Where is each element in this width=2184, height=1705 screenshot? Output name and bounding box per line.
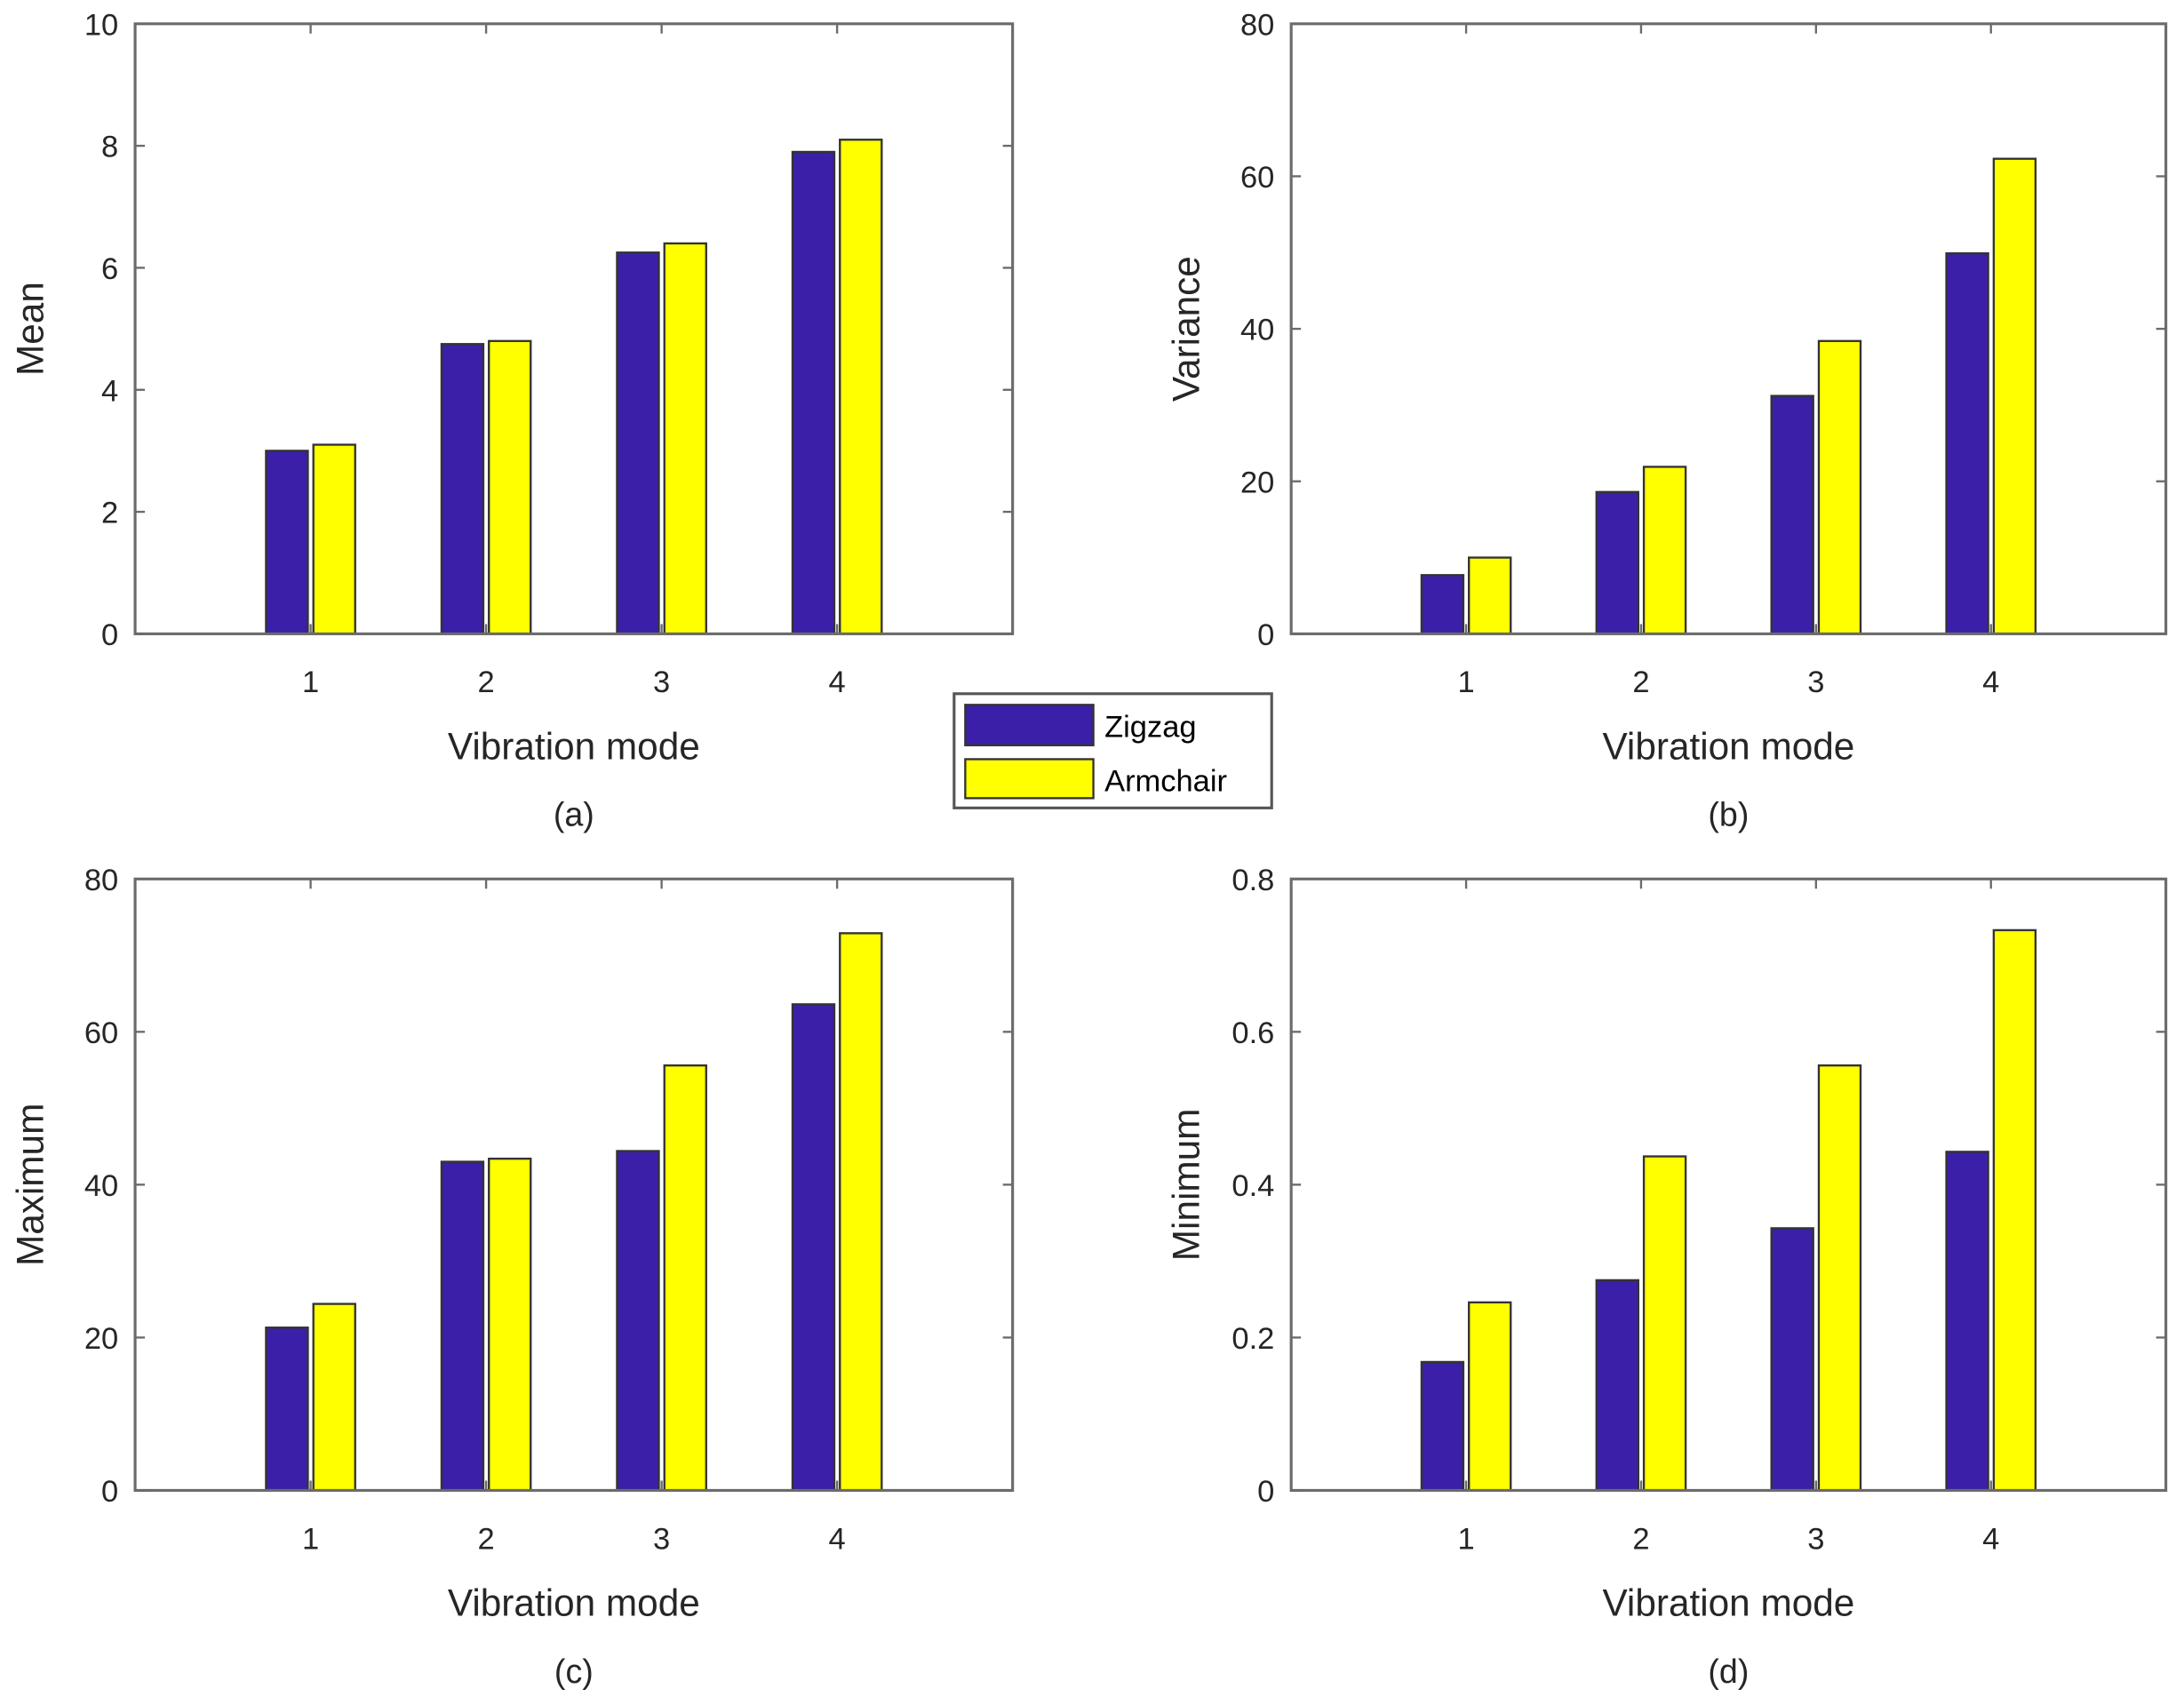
y-tick-label: 8 — [101, 131, 118, 164]
bar-armchair-mode-1 — [1468, 556, 1512, 635]
x-tick-label: 3 — [653, 1522, 670, 1556]
y-axis-label: Mean — [10, 282, 52, 376]
bar-armchair-mode-3 — [663, 1064, 707, 1492]
x-axis-label: Vibration mode — [1602, 725, 1854, 767]
y-axis-label: Variance — [1166, 256, 1208, 402]
y-tick-label: 0 — [1257, 618, 1274, 652]
y-tick-label: 0 — [101, 618, 118, 652]
panel-caption: (a) — [554, 796, 594, 833]
x-axis-label: Vibration mode — [448, 725, 700, 767]
y-tick-label: 0.8 — [1231, 864, 1274, 897]
bar-armchair-mode-1 — [312, 1303, 356, 1492]
y-tick-label: 10 — [84, 8, 118, 42]
bar-zigzag-mode-2 — [440, 1160, 485, 1492]
x-tick-label: 1 — [1457, 1522, 1474, 1556]
bar-zigzag-mode-3 — [616, 251, 660, 635]
bar-zigzag-mode-4 — [1945, 1151, 1989, 1492]
bar-zigzag-mode-3 — [1770, 394, 1814, 635]
y-tick-label: 6 — [101, 252, 118, 286]
bar-zigzag-mode-2 — [1595, 490, 1639, 635]
x-tick-label: 4 — [829, 1522, 846, 1556]
x-tick-label: 3 — [653, 665, 670, 699]
panel-caption: (c) — [554, 1653, 594, 1690]
legend: Zigzag Armchair — [953, 692, 1273, 809]
bar-zigzag-mode-4 — [791, 150, 836, 635]
legend-label-zigzag: Zigzag — [1104, 710, 1196, 744]
bar-armchair-mode-3 — [1817, 339, 1862, 635]
x-tick-label: 2 — [1632, 665, 1649, 699]
bar-zigzag-mode-1 — [1420, 574, 1465, 635]
y-tick-label: 60 — [84, 1016, 118, 1050]
y-tick-label: 80 — [84, 864, 118, 897]
bar-armchair-mode-2 — [488, 339, 532, 635]
x-tick-label: 3 — [1807, 1522, 1824, 1556]
x-tick-label: 4 — [1982, 665, 1999, 699]
y-tick-label: 80 — [1240, 8, 1274, 42]
y-tick-label: 0.2 — [1231, 1322, 1274, 1356]
x-tick-label: 4 — [829, 665, 846, 699]
x-tick-label: 3 — [1807, 665, 1824, 699]
y-tick-label: 4 — [101, 374, 118, 408]
bar-armchair-mode-2 — [1642, 466, 1687, 635]
x-tick-label: 4 — [1982, 1522, 1999, 1556]
bar-zigzag-mode-1 — [265, 1327, 309, 1492]
y-tick-label: 0.4 — [1231, 1169, 1274, 1203]
panel-caption: (d) — [1708, 1653, 1749, 1690]
panel-caption: (b) — [1708, 796, 1749, 833]
bar-armchair-mode-4 — [839, 139, 883, 635]
legend-swatch-zigzag — [964, 704, 1095, 746]
y-tick-label: 2 — [101, 497, 118, 530]
y-tick-label: 20 — [1240, 466, 1274, 499]
x-tick-label: 2 — [1632, 1522, 1649, 1556]
y-tick-label: 60 — [1240, 161, 1274, 195]
y-tick-label: 0 — [101, 1475, 118, 1509]
bar-zigzag-mode-2 — [440, 343, 485, 635]
x-tick-label: 2 — [478, 665, 495, 699]
legend-swatch-armchair — [964, 758, 1095, 800]
bar-armchair-mode-4 — [1992, 928, 2037, 1492]
bar-zigzag-mode-1 — [1420, 1360, 1465, 1492]
legend-label-armchair: Armchair — [1104, 765, 1227, 799]
bar-zigzag-mode-3 — [1770, 1227, 1814, 1492]
x-axis-label: Vibration mode — [1602, 1582, 1854, 1624]
y-tick-label: 20 — [84, 1322, 118, 1356]
x-axis-label: Vibration mode — [448, 1582, 700, 1624]
panel-d: 0 0.2 0.4 0.6 0.8 1 2 3 4 Vibration mode (d) Minimu… — [1166, 864, 2168, 1690]
bar-armchair-mode-2 — [488, 1157, 532, 1492]
bar-armchair-mode-3 — [1817, 1064, 1862, 1492]
y-tick-label: 0 — [1257, 1475, 1274, 1509]
bar-zigzag-mode-1 — [265, 450, 309, 635]
y-axis-label: Maximum — [10, 1103, 52, 1266]
y-tick-label: 0.6 — [1231, 1016, 1274, 1050]
y-tick-label: 40 — [1240, 314, 1274, 347]
axes-box — [133, 22, 1015, 635]
x-tick-label: 2 — [478, 1522, 495, 1556]
bar-zigzag-mode-4 — [791, 1003, 836, 1492]
x-tick-label: 1 — [302, 665, 319, 699]
x-tick-label: 1 — [302, 1522, 319, 1556]
bar-zigzag-mode-2 — [1595, 1279, 1639, 1492]
bar-armchair-mode-2 — [1642, 1155, 1687, 1492]
bar-zigzag-mode-4 — [1945, 251, 1989, 635]
bar-armchair-mode-1 — [1468, 1301, 1512, 1492]
bar-armchair-mode-3 — [663, 242, 707, 635]
bar-armchair-mode-1 — [312, 443, 356, 635]
bar-zigzag-mode-3 — [616, 1150, 660, 1492]
bar-armchair-mode-4 — [839, 932, 883, 1492]
panel-c: 0 20 40 60 80 1 2 3 4 Vibration mode (c) Maximum — [10, 864, 1015, 1690]
y-axis-label: Minimum — [1166, 1109, 1208, 1262]
panel-b: 0 20 40 60 80 1 2 3 4 Vibration mode (b) Variance — [1166, 8, 2168, 833]
y-tick-label: 40 — [84, 1169, 118, 1203]
bar-armchair-mode-4 — [1992, 157, 2037, 635]
x-tick-label: 1 — [1457, 665, 1474, 699]
